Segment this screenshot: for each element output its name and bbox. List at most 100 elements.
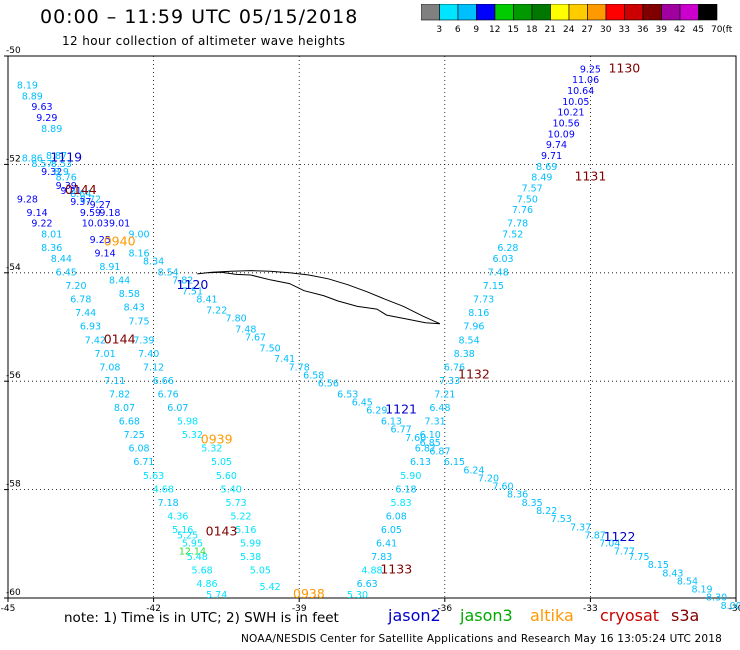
swh-value-label: 6.93 xyxy=(80,322,101,333)
swh-value-label: 6.10 xyxy=(420,430,441,441)
swh-value-label: 6.78 xyxy=(70,295,91,306)
swh-value-label: 7.51 xyxy=(182,286,203,297)
swh-value-label: 8.19 xyxy=(691,585,712,596)
scale-label: 36 xyxy=(637,25,649,35)
swh-value-label: 7.48 xyxy=(488,268,509,279)
swh-value-label: 7.78 xyxy=(507,219,528,230)
swh-value-label: 7.15 xyxy=(483,281,504,292)
swh-value-label: 8.07 xyxy=(114,403,135,414)
swh-value-label: 7.50 xyxy=(517,194,538,205)
y-tick-label: -58 xyxy=(6,480,21,490)
swh-value-label: 6.87 xyxy=(415,444,436,455)
swh-value-label: 7.12 xyxy=(143,362,164,373)
swh-value-label: 5.48 xyxy=(187,552,208,563)
swh-value-label: 8.86 xyxy=(22,154,43,165)
swh-value-label: 7.42 xyxy=(85,335,106,346)
swh-value-label: 8.64 xyxy=(70,189,91,200)
swh-value-label: 7.75 xyxy=(128,316,149,327)
swh-value-label: 5.30 xyxy=(347,590,368,601)
swh-value-label: 7.41 xyxy=(274,354,295,365)
swh-value-label: 6.05 xyxy=(381,525,402,536)
swh-value-label: 5.40 xyxy=(221,484,242,495)
swh-value-label: 5.68 xyxy=(192,566,213,577)
scale-label: 30 xyxy=(600,25,612,35)
swh-value-label: 5.83 xyxy=(391,498,412,509)
swh-value-label: 7.20 xyxy=(65,281,86,292)
x-tick-label: -30 xyxy=(729,604,740,614)
swh-value-label: 6.71 xyxy=(133,457,154,468)
y-tick-label: -56 xyxy=(6,371,21,381)
track-time-label: 0144 xyxy=(104,331,136,346)
swh-value-label: 8.22 xyxy=(536,506,557,517)
swh-value-label: 7.25 xyxy=(124,430,145,441)
swh-value-label: 7.83 xyxy=(371,552,392,563)
swh-value-label: 8.44 xyxy=(51,254,72,265)
swh-value-label: 9.14 xyxy=(94,249,115,260)
swh-value-label: 6.77 xyxy=(391,425,412,436)
track-time-label: 1122 xyxy=(604,529,636,544)
swh-value-label: 9.32 xyxy=(41,167,62,178)
plot-frame xyxy=(7,55,737,599)
scale-label: 42 xyxy=(674,25,685,35)
swh-value-label: 7.80 xyxy=(226,314,247,325)
swh-value-label: 6.63 xyxy=(357,579,378,590)
swh-value-label: 7.53 xyxy=(551,514,572,525)
swh-value-label: 8.00 xyxy=(721,601,740,612)
swh-value-label: 8.41 xyxy=(196,295,217,306)
swh-value-label: 8.69 xyxy=(536,162,557,173)
swh-value-label: 8.89 xyxy=(41,124,62,135)
swh-value-label: 6.53 xyxy=(337,389,358,400)
swh-value-label: 4.36 xyxy=(167,511,188,522)
swh-value-label: 7.37 xyxy=(570,522,591,533)
swh-value-label: 6.45 xyxy=(352,398,373,409)
swh-value-label: 7.87 xyxy=(585,530,606,541)
swh-value-label: 7.77 xyxy=(614,547,635,558)
swh-value-label: 9.01 xyxy=(109,219,130,230)
scale-label: 3 xyxy=(436,25,442,35)
track-time-label: 1120 xyxy=(177,277,209,292)
swh-value-label: 5.22 xyxy=(230,511,251,522)
swh-value-label: 6.76 xyxy=(444,362,465,373)
swh-value-label: 9.00 xyxy=(128,230,149,241)
swh-value-label: 9.63 xyxy=(31,102,52,113)
swh-value-label: 5.74 xyxy=(206,590,227,601)
swh-value-label: 8.54 xyxy=(677,576,698,587)
swh-value-label: 6.85 xyxy=(420,438,441,449)
swh-value-label: 8.35 xyxy=(522,498,543,509)
mission-altika: altika xyxy=(530,606,574,625)
swh-value-label: 6.41 xyxy=(376,539,397,550)
track-time-label: 0143 xyxy=(206,524,238,539)
swh-value-label: 7.18 xyxy=(158,498,179,509)
swh-value-label: 5.38 xyxy=(240,552,261,563)
swh-value-label: 5.32 xyxy=(182,430,203,441)
swh-value-label: 9.59 xyxy=(80,208,101,219)
swh-value-label: 9.39 xyxy=(56,181,77,192)
swh-value-label: 6.13 xyxy=(381,417,402,428)
mission-cryosat: cryosat xyxy=(600,606,660,625)
swh-value-label: 8.76 xyxy=(56,173,77,184)
swh-value-label: 6.24 xyxy=(463,465,484,476)
swh-value-label: 6.68 xyxy=(119,417,140,428)
swh-value-label: 8.30 xyxy=(706,593,727,604)
swh-value-label: 7.04 xyxy=(599,539,620,550)
swh-value-label: 5.32 xyxy=(201,444,222,455)
swh-value-label: 10.21 xyxy=(557,108,584,119)
swh-value-label: 9.37 xyxy=(70,197,91,208)
swh-value-label: 4.88 xyxy=(361,566,382,577)
swh-value-label: 7.31 xyxy=(425,417,446,428)
y-tick-label: -50 xyxy=(6,46,21,56)
swh-value-label: 7.76 xyxy=(512,205,533,216)
swh-value-label: 7.44 xyxy=(75,308,96,319)
track-time-label: 1133 xyxy=(380,562,412,577)
swh-value-label: 6.28 xyxy=(497,243,518,254)
swh-value-label: 5.16 xyxy=(235,525,256,536)
swh-value-label: 5.90 xyxy=(400,471,421,482)
swh-value-label: 7.22 xyxy=(206,305,227,316)
coastline xyxy=(197,270,441,325)
scale-swatch xyxy=(698,4,718,21)
swh-value-label: 9.74 xyxy=(546,140,567,151)
swh-value-label: 8.16 xyxy=(128,249,149,260)
swh-value-label: 10.64 xyxy=(567,86,594,97)
swh-value-label: 7.01 xyxy=(94,349,115,360)
